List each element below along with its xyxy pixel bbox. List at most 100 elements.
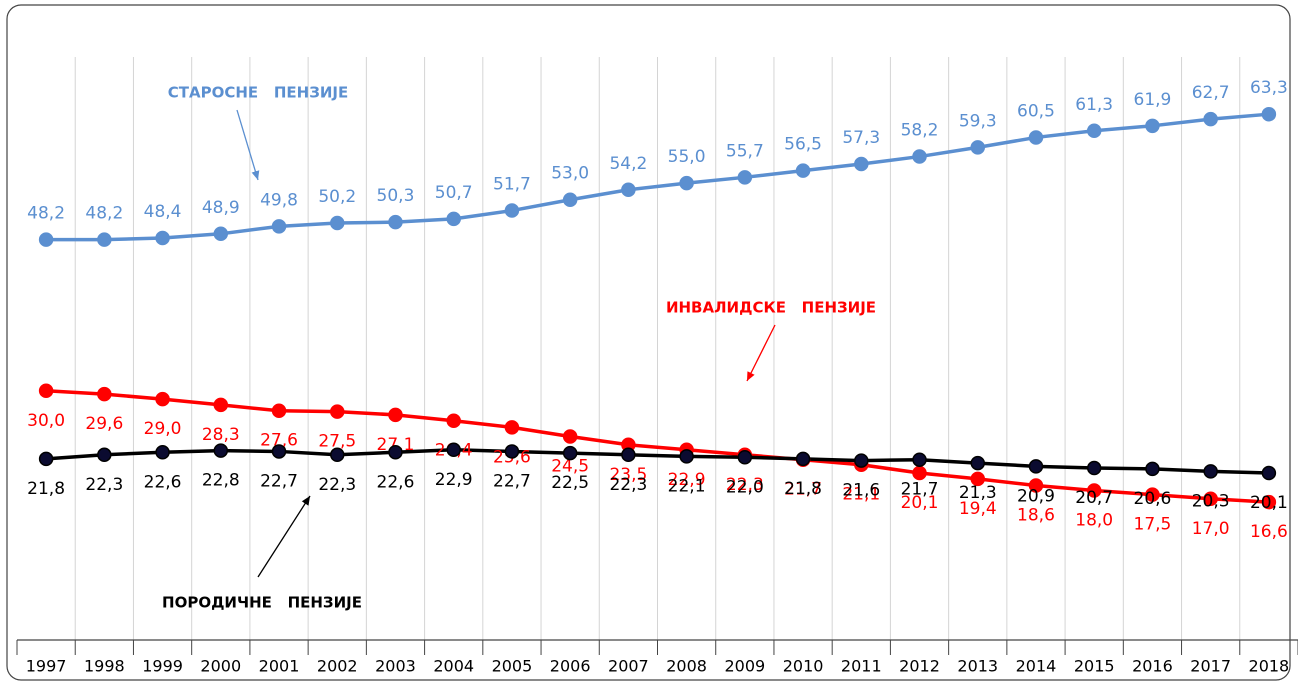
data-label: 21,8 — [784, 479, 822, 499]
data-label: 18,6 — [1017, 505, 1055, 525]
data-point — [562, 429, 578, 444]
data-label: 23,5 — [609, 465, 647, 485]
data-label: 24,5 — [551, 456, 589, 476]
data-label: 22,6 — [144, 472, 182, 492]
data-label: 21,3 — [959, 483, 997, 503]
data-point — [1028, 130, 1044, 145]
annotation-arrow — [257, 495, 311, 578]
data-point — [388, 407, 403, 423]
data-point — [446, 413, 461, 428]
data-point — [1261, 494, 1277, 510]
data-point — [562, 445, 578, 461]
data-point — [1086, 460, 1102, 476]
data-label: 20,3 — [1192, 491, 1230, 511]
data-point — [1203, 111, 1218, 127]
x-tick-label: 2006 — [550, 657, 591, 676]
x-tick-label: 2004 — [433, 657, 474, 676]
data-point — [1086, 123, 1102, 139]
x-tick-label: 2016 — [1132, 657, 1173, 676]
data-label: 48,2 — [27, 204, 65, 224]
x-tick-label: 1997 — [26, 657, 67, 676]
data-label: 27,1 — [377, 435, 415, 455]
data-point — [737, 450, 753, 465]
data-label: 29,0 — [144, 419, 182, 439]
annotation-arrow — [236, 109, 260, 181]
data-label: 53,0 — [551, 164, 589, 184]
data-point — [213, 443, 229, 458]
data-point — [1203, 464, 1218, 479]
data-point — [1261, 465, 1277, 481]
data-label: 18,0 — [1075, 510, 1113, 530]
x-tick-label: 2005 — [492, 657, 533, 676]
data-label: 20,1 — [901, 493, 939, 513]
x-tick-label: 2015 — [1074, 657, 1115, 676]
data-point — [912, 149, 927, 164]
data-point — [155, 391, 170, 407]
data-label: 27,5 — [318, 432, 356, 452]
data-point — [271, 403, 287, 418]
series-line — [45, 448, 1269, 475]
data-point — [330, 404, 345, 419]
x-tick-label: 2002 — [317, 657, 358, 676]
x-tick-label: 2012 — [899, 657, 940, 676]
x-tick-label: 2011 — [841, 657, 882, 676]
x-tick-label: 2003 — [375, 657, 416, 676]
data-label: 49,8 — [260, 190, 298, 210]
data-label: 21,1 — [842, 485, 880, 505]
x-tick-label: 2017 — [1190, 657, 1231, 676]
data-label: 61,3 — [1075, 95, 1113, 115]
data-point — [155, 230, 170, 246]
data-point — [912, 465, 927, 481]
frame — [6, 4, 1291, 681]
data-point — [795, 163, 811, 178]
data-point — [912, 452, 927, 467]
data-point — [330, 447, 345, 463]
data-point — [970, 471, 985, 487]
data-label: 50,3 — [377, 186, 415, 206]
data-label: 22,7 — [493, 471, 531, 491]
data-label: 60,5 — [1017, 101, 1055, 121]
data-point — [97, 447, 112, 463]
data-point — [1203, 491, 1218, 507]
x-tick-label: 2008 — [666, 657, 707, 676]
data-label: 56,5 — [784, 135, 822, 155]
annotation: СТАРОСНЕ ПЕНЗИЈЕ — [168, 84, 348, 102]
data-label: 48,2 — [85, 204, 123, 224]
data-point — [1028, 459, 1044, 474]
data-label: 22,3 — [609, 475, 647, 495]
data-label: 20,7 — [1075, 488, 1113, 508]
data-point — [97, 386, 112, 402]
x-tick-label: 2000 — [200, 657, 241, 676]
data-label: 55,0 — [668, 147, 706, 167]
x-tick-label: 2007 — [608, 657, 649, 676]
data-point — [679, 175, 694, 191]
data-point — [621, 182, 636, 198]
data-label: 22,8 — [202, 471, 240, 491]
data-point — [38, 451, 54, 467]
data-label: 27,6 — [260, 431, 298, 451]
data-point — [38, 383, 54, 399]
data-point — [679, 449, 694, 464]
data-label: 21,8 — [27, 479, 65, 499]
data-point — [504, 203, 520, 218]
data-label: 17,0 — [1192, 519, 1230, 539]
data-label: 20,9 — [1017, 486, 1055, 506]
data-label: 22,7 — [260, 471, 298, 491]
annotation: ПОРОДИЧНЕ ПЕНЗИЈЕ — [162, 594, 362, 612]
data-point — [621, 447, 636, 463]
data-point — [271, 219, 287, 234]
data-label: 61,9 — [1134, 90, 1172, 110]
data-label: 22,0 — [726, 477, 764, 497]
data-point — [1145, 461, 1160, 477]
data-label: 22,5 — [551, 473, 589, 493]
data-point — [330, 215, 345, 231]
data-point — [1145, 487, 1160, 502]
data-label: 54,2 — [609, 154, 647, 174]
data-label: 20,6 — [1134, 489, 1172, 509]
x-tick-label: 2014 — [1016, 657, 1057, 676]
annotation-arrow — [746, 324, 776, 382]
data-label: 21,7 — [784, 480, 822, 500]
data-label: 48,4 — [144, 202, 182, 222]
data-label: 22,9 — [668, 470, 706, 490]
data-point — [970, 455, 985, 471]
